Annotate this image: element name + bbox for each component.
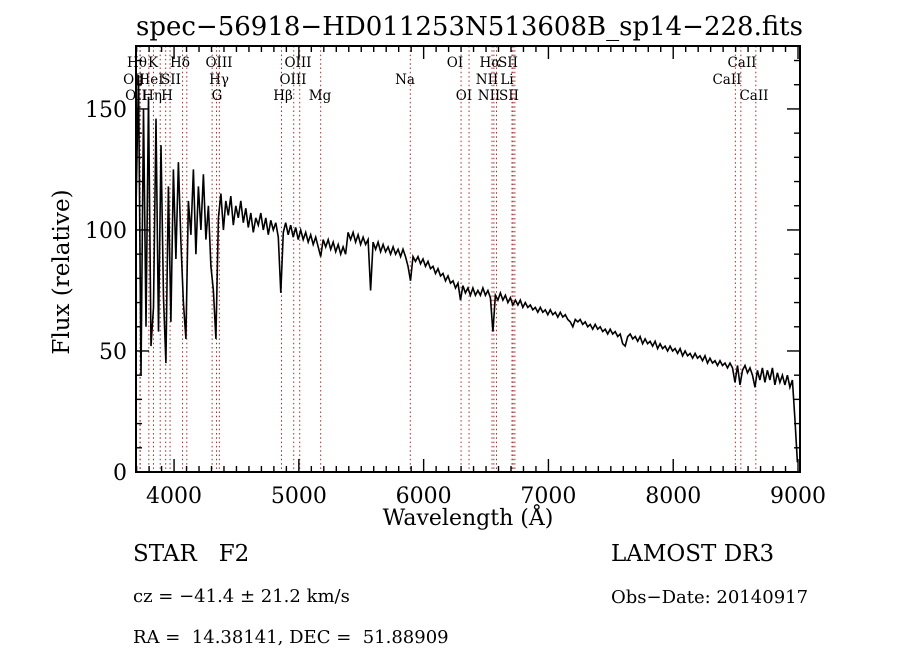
spectral-line-label-OI: OI [447, 55, 463, 71]
spectral-line-label-CaII: CaII [727, 55, 756, 71]
y-tick-label: 150 [85, 98, 127, 123]
x-tick-label: 7000 [520, 484, 576, 509]
spectral-line-label-HeI: HeI [138, 72, 163, 88]
y-tick-label: 100 [85, 219, 127, 244]
x-tick-label: 9000 [770, 484, 826, 509]
x-axis-label: Wavelength (Å) [382, 506, 554, 531]
x-tick-label: 4000 [146, 484, 202, 509]
survey-release-label: LAMOST DR3 [611, 541, 775, 567]
spectral-line-label-Hγ: Hγ [209, 72, 229, 88]
obs-date-text: Obs−Date: 20140917 [611, 587, 809, 608]
y-axis-label: Flux (relative) [49, 189, 75, 355]
spectral-line-labels: OIIOIIHθHηHeIKHSIIHδGHγOIIIHβOIIIOIIIMgN… [123, 55, 768, 104]
spectral-line-label-OIII: OIII [284, 55, 311, 71]
spectral-line-label-OIII: OIII [205, 55, 232, 71]
spectral-line-label-OI: OI [456, 88, 472, 104]
spectral-line-label-CaII: CaII [712, 72, 741, 88]
y-tick-label: 0 [113, 461, 127, 486]
axis-ticks: 4000 5000 6000 7000 8000 9000 0 50 100 150 [85, 46, 826, 509]
plot-title: spec−56918−HD011253N513608B_sp14−228.fit… [136, 12, 803, 42]
spectral-line-label-OIII: OIII [279, 72, 306, 88]
spectral-line-label-NII: NII [478, 88, 500, 104]
spectral-line-label-K: K [148, 55, 159, 71]
y-tick-label: 50 [99, 340, 127, 365]
spectral-line-label-Hη: Hη [142, 88, 162, 104]
spectral-line-label-SII: SII [498, 55, 518, 71]
spectral-line-label-Hα: Hα [480, 55, 501, 71]
spectral-line-label-OII: OII [125, 88, 147, 104]
spectral-line-label-NII: NII [476, 72, 498, 88]
spectral-line-label-CaII: CaII [739, 88, 768, 104]
spectral-line-label-OII: OII [123, 72, 145, 88]
spectral-line-label-Li: Li [500, 72, 514, 88]
spectral-line-label-Hδ: Hδ [170, 55, 190, 71]
object-class-label: STAR F2 [133, 541, 250, 567]
x-tick-label: 5000 [271, 484, 327, 509]
spectrum-trace [135, 74, 799, 463]
spectral-line-label-Mg: Mg [309, 88, 332, 104]
axis-frame [135, 45, 801, 473]
spectral-line-label-G: G [212, 88, 223, 104]
spectral-line-markers [139, 46, 757, 472]
spectral-line-label-Hβ: Hβ [273, 88, 293, 104]
ra-dec-text: RA = 14.38141, DEC = 51.88909 [133, 627, 449, 648]
x-tick-label: 6000 [396, 484, 452, 509]
spectral-line-label-SII: SII [499, 88, 519, 104]
cz-velocity-text: cz = −41.4 ± 21.2 km/s [133, 586, 350, 607]
spectral-line-label-SII: SII [161, 72, 181, 88]
spectral-line-label-Hθ: Hθ [127, 55, 147, 71]
spectral-line-label-H: H [161, 88, 173, 104]
x-tick-label: 8000 [645, 484, 701, 509]
spectral-line-label-Na: Na [395, 72, 415, 88]
